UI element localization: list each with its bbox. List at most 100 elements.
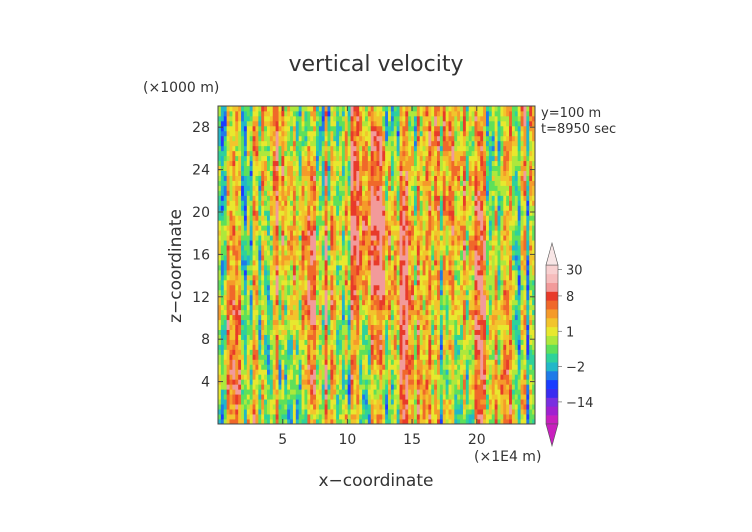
heatmap-cell <box>258 185 262 191</box>
heatmap-cell <box>411 106 415 112</box>
heatmap-cell <box>261 205 265 211</box>
heatmap-cell <box>261 294 265 301</box>
heatmap-cell <box>269 339 274 345</box>
heatmap-cell <box>330 289 334 296</box>
heatmap-cell <box>281 364 285 370</box>
heatmap-cell <box>269 269 274 276</box>
heatmap-cell <box>434 135 438 142</box>
heatmap-cell <box>301 145 305 152</box>
heatmap-cell <box>359 145 363 152</box>
heatmap-cell <box>370 414 375 420</box>
heatmap-cell <box>425 200 429 206</box>
heatmap-cell <box>304 319 308 326</box>
heatmap-cell <box>376 289 380 296</box>
heatmap-cell <box>393 106 398 112</box>
heatmap-cell <box>416 140 421 147</box>
heatmap-cell <box>413 240 418 246</box>
heatmap-cell <box>292 294 297 301</box>
heatmap-cell <box>399 334 403 340</box>
heatmap-cell <box>269 155 274 162</box>
heatmap-cell <box>419 379 424 385</box>
heatmap-cell <box>266 299 271 306</box>
heatmap-cell <box>373 180 377 186</box>
heatmap-cell <box>258 110 262 117</box>
heatmap-cell <box>327 299 331 306</box>
heatmap-cell <box>269 185 274 191</box>
heatmap-cell <box>390 369 395 375</box>
heatmap-cell <box>408 279 412 286</box>
heatmap-cell <box>359 240 363 246</box>
heatmap-cell <box>373 294 377 301</box>
heatmap-cell <box>339 235 343 241</box>
heatmap-cell <box>218 294 222 301</box>
heatmap-cell <box>428 145 432 152</box>
heatmap-cell <box>367 319 372 326</box>
heatmap-cell <box>295 185 300 191</box>
heatmap-cell <box>313 314 317 321</box>
heatmap-cell <box>249 399 253 405</box>
heatmap-cell <box>264 150 268 157</box>
heatmap-cell <box>284 299 288 306</box>
heatmap-cell <box>388 240 392 246</box>
heatmap-cell <box>390 155 395 162</box>
heatmap-cell <box>422 130 426 137</box>
heatmap-cell <box>362 130 366 137</box>
heatmap-cell <box>416 205 421 211</box>
heatmap-cell <box>333 175 337 181</box>
heatmap-cell <box>278 220 282 226</box>
heatmap-cell <box>408 245 412 251</box>
heatmap-cell <box>399 130 403 137</box>
heatmap-cell <box>347 140 351 147</box>
heatmap-cell <box>408 135 412 142</box>
heatmap-cell <box>437 389 441 395</box>
heatmap-cell <box>281 404 285 410</box>
heatmap-cell <box>232 235 236 241</box>
heatmap-cell <box>269 399 274 405</box>
heatmap-cell <box>252 269 256 276</box>
heatmap-cell <box>356 319 360 326</box>
heatmap-cell <box>295 304 300 311</box>
heatmap-cell <box>431 245 435 251</box>
heatmap-cell <box>232 299 236 306</box>
heatmap-cell <box>301 409 305 415</box>
heatmap-cell <box>281 279 285 286</box>
heatmap-cell <box>301 235 305 241</box>
heatmap-cell <box>301 269 305 276</box>
heatmap-cell <box>281 155 285 162</box>
heatmap-cell <box>353 170 357 176</box>
heatmap-cell <box>370 274 375 281</box>
heatmap-cell <box>223 150 228 157</box>
heatmap-cell <box>238 160 242 167</box>
heatmap-cell <box>382 364 386 370</box>
heatmap-cell <box>439 180 444 186</box>
heatmap-cell <box>353 349 357 355</box>
heatmap-cell <box>229 135 233 142</box>
heatmap-cell <box>321 110 326 117</box>
heatmap-cell <box>419 175 424 181</box>
heatmap-cell <box>321 379 326 385</box>
heatmap-cell <box>437 364 441 370</box>
heatmap-cell <box>318 110 323 117</box>
heatmap-cell <box>223 384 228 390</box>
heatmap-cell <box>382 235 386 241</box>
heatmap-cell <box>330 220 334 226</box>
heatmap-cell <box>385 210 389 216</box>
heatmap-cell <box>220 130 225 137</box>
heatmap-cell <box>405 195 409 201</box>
heatmap-cell <box>313 409 317 415</box>
heatmap-cell <box>350 404 354 410</box>
heatmap-cell <box>370 319 375 326</box>
heatmap-cell <box>353 314 357 321</box>
heatmap-cell <box>390 220 395 226</box>
heatmap-cell <box>238 384 242 390</box>
heatmap-cell <box>304 210 308 216</box>
heatmap-cell <box>252 359 256 365</box>
heatmap-cell <box>393 115 398 122</box>
heatmap-cell <box>411 250 415 256</box>
heatmap-cell <box>318 344 323 350</box>
heatmap-cell <box>422 230 426 236</box>
heatmap-cell <box>376 374 380 380</box>
heatmap-cell <box>439 404 444 410</box>
heatmap-cell <box>252 354 256 360</box>
heatmap-cell <box>362 220 366 226</box>
